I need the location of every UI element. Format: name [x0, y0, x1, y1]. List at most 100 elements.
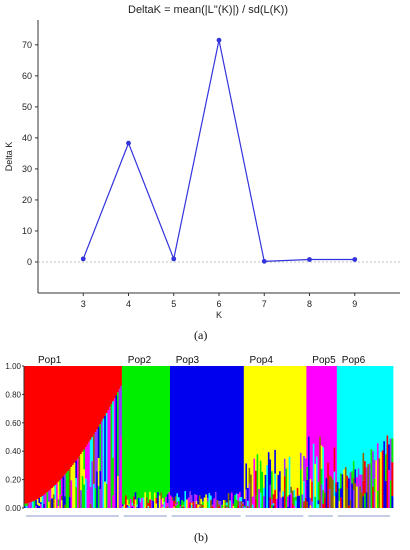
bar-segment [296, 495, 299, 508]
panel-label-b: (b) [194, 530, 208, 544]
bar-segment [91, 366, 94, 438]
bar-segment [362, 452, 365, 481]
bar-segment [88, 502, 91, 508]
bar-segment [117, 494, 120, 508]
bar-segment [256, 366, 259, 455]
bar-segment [324, 492, 327, 498]
bar-segment [227, 366, 230, 494]
bar-segment [240, 497, 243, 502]
bar-segment [263, 496, 266, 508]
data-point [171, 256, 177, 262]
bar-segment [242, 504, 245, 506]
bar-segment [189, 366, 192, 492]
bar-segment [351, 483, 354, 508]
bar-segment [356, 477, 359, 487]
bar-segment [376, 366, 379, 444]
bar-segment [359, 474, 362, 487]
bar-segment [105, 483, 108, 508]
bar-segment [227, 493, 230, 508]
bar-segment [320, 468, 323, 485]
bar-segment [101, 421, 104, 508]
bar-segment [202, 366, 205, 502]
bar-segment [243, 507, 246, 508]
bar-segment [274, 449, 277, 474]
bar-segment [247, 366, 250, 488]
bar-segment [386, 435, 389, 508]
bar-segment [200, 498, 203, 505]
bar-segment [320, 445, 323, 469]
bar-segment [147, 506, 150, 508]
bar-segment [370, 366, 373, 450]
bar-segment [40, 497, 43, 503]
bar-segment [255, 366, 258, 471]
bar-segment [91, 461, 94, 508]
bar-segment [314, 366, 317, 465]
y-tick-label: 0.40 [5, 447, 21, 456]
bar-segment [213, 498, 216, 508]
bar-segment [341, 474, 344, 508]
bar-segment [375, 366, 378, 461]
bar-segment [264, 474, 267, 508]
bar-segment [346, 475, 349, 489]
data-points [80, 37, 358, 264]
bar-segment [243, 499, 246, 506]
bar-segment [59, 366, 62, 481]
bar-segment [354, 483, 357, 508]
bar-segment [287, 506, 290, 508]
bar-segment [192, 366, 195, 502]
bar-segment [136, 366, 139, 505]
bar-segment [282, 366, 285, 492]
bar-segment [263, 366, 266, 488]
bar-segment [99, 366, 102, 425]
bar-segment [222, 366, 225, 501]
bar-segment [237, 366, 240, 495]
bar-segment [182, 505, 185, 507]
bar-segment [38, 505, 41, 508]
bar-segment [340, 473, 343, 489]
bar-segment [283, 458, 286, 477]
bar-segment [285, 366, 288, 469]
bar-segment [388, 444, 391, 471]
bar-segment [125, 366, 128, 496]
bar-segment [251, 504, 254, 508]
bar-segment [62, 366, 65, 477]
bar-segment [190, 503, 193, 505]
bar-segment [226, 505, 229, 508]
bar-segment [112, 495, 115, 508]
bar-segment [230, 492, 233, 508]
bar-segment [367, 464, 370, 508]
bar-segment [203, 366, 206, 498]
bar-segment [309, 505, 312, 508]
bar-segment [224, 500, 227, 504]
bar-segment [99, 470, 102, 490]
bar-segment [245, 366, 248, 464]
bar-segment [198, 506, 201, 508]
bar-segment [368, 366, 371, 464]
bar-segment [118, 389, 121, 508]
bar-segment [57, 499, 60, 507]
bar-segment [184, 366, 187, 492]
bar-segment [275, 498, 278, 508]
bar-segment [107, 366, 110, 411]
bar-segment [96, 471, 99, 508]
bar-segment [364, 493, 367, 508]
bar-segment [49, 366, 52, 490]
bar-segment [110, 452, 113, 508]
bar-segment [89, 487, 92, 504]
bar-segment [304, 458, 307, 498]
bar-segment [192, 501, 195, 507]
bar-segment [352, 490, 355, 508]
bar-segment [64, 496, 67, 505]
bar-segment [205, 494, 208, 508]
bar-segment [258, 489, 261, 508]
series-line [82, 40, 355, 262]
bar-segment [184, 491, 187, 508]
bar-segment [314, 464, 317, 497]
bar-segment [117, 476, 120, 495]
bar-segment [137, 497, 140, 508]
bar-segment [35, 366, 38, 500]
bar-segment [322, 504, 325, 508]
bar-segment [153, 366, 156, 493]
bar-segment [293, 366, 296, 490]
bar-segment [52, 494, 55, 504]
